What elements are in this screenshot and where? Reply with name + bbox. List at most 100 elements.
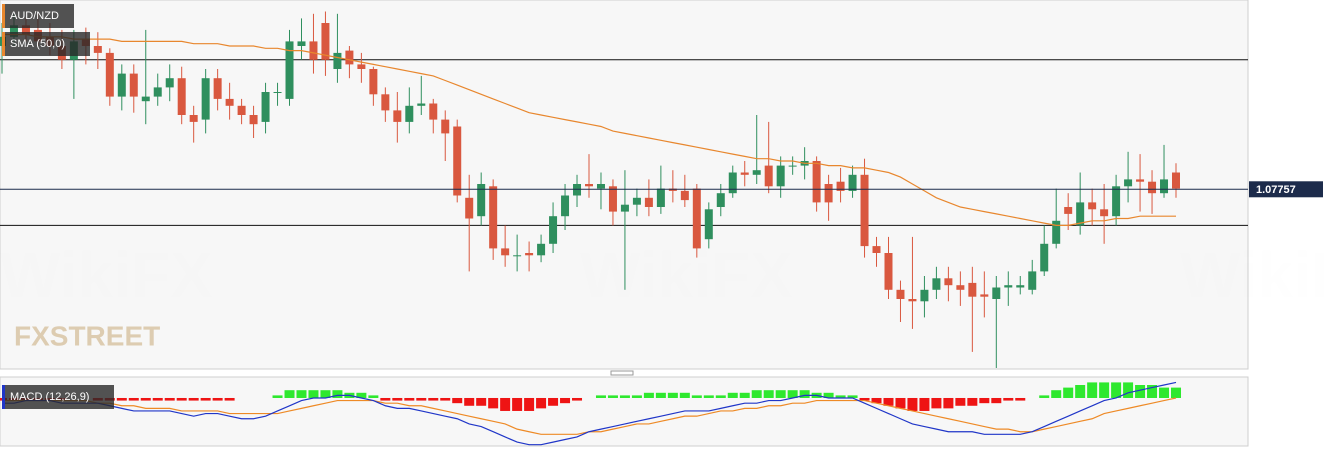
macd-histogram-bar [224,397,235,401]
candle-body [1040,243,1049,272]
candle-body [1172,172,1180,189]
macd-histogram-bar [1159,387,1170,398]
candle-body [9,25,18,37]
macd-histogram-bar [991,397,1002,404]
candle-body [644,197,653,207]
candle-body [1064,207,1073,214]
candle-body [525,253,534,256]
macd-histogram-bar [943,397,954,409]
candle-body [177,78,186,115]
macd-histogram-bar [739,392,750,398]
candle-body [417,103,426,106]
macd-histogram-bar [476,397,487,406]
candle-body [932,278,941,290]
candle-body [992,287,1001,299]
symbol-label: AUD/NZD [10,10,59,22]
macd-histogram-bar [703,395,714,398]
macd-histogram-bar [1015,397,1026,401]
candle-body [501,248,510,256]
macd-histogram-bar [1063,387,1074,398]
macd-histogram-bar [500,397,511,411]
panel-resize-handle[interactable] [610,370,634,376]
macd-histogram-bar [931,397,942,409]
candle-body [812,161,821,203]
macd-histogram-bar [907,397,918,411]
macd-histogram-bar [308,390,319,398]
candle-body [632,197,641,205]
macd-histogram-bar [955,397,966,406]
macd-histogram-bar [1075,385,1086,398]
symbol-label-box [2,4,74,28]
macd-histogram-bar [296,390,307,398]
macd-histogram-bar [152,397,163,401]
candle-body [261,92,270,122]
macd-histogram-bar [1087,382,1098,398]
macd-histogram-bar [727,392,738,398]
candle-body [1052,220,1061,244]
candle-body [1112,186,1121,217]
macd-histogram-bar [1039,395,1050,398]
candle-body [1160,179,1169,194]
candle-body [920,289,929,302]
macd-histogram-bar [847,395,858,398]
macd-histogram-bar [536,397,547,409]
candle-body [585,184,593,187]
macd-histogram-bar [284,390,295,398]
macd-histogram-bar [715,395,726,398]
sma-label: SMA (50,0) [10,38,65,50]
candle-body [105,52,114,97]
candle-body [1088,202,1097,210]
candle-body [896,289,905,299]
candle-body [596,184,605,189]
candle-body [1076,202,1085,226]
candle-body [908,299,917,302]
macd-histogram-bar [979,397,990,404]
candle-body [213,78,222,99]
candle-body [117,73,126,97]
sma-line [2,33,1176,226]
macd-histogram-bar [212,397,223,401]
macd-histogram-bar [200,397,211,401]
candle-body [1124,179,1133,187]
macd-line [2,381,1177,446]
macd-histogram-bar [140,397,151,401]
macd-histogram-bar [1099,382,1110,398]
macd-histogram-bar [751,390,762,398]
macd-histogram-bar [835,395,846,398]
candle-body [21,25,30,35]
macd-histogram-bar [1147,385,1158,398]
candle-body [297,41,306,46]
candle-body [489,186,498,249]
macd-histogram-bar [679,392,690,398]
candle-body [357,64,366,69]
macd-histogram-bar [128,397,139,401]
candle-body [381,94,390,111]
macd-histogram-bar [428,397,439,401]
candle-body [620,204,629,212]
candle-body [728,172,737,194]
macd-histogram-bar [631,395,642,398]
macd-histogram-bar [320,390,331,398]
macd-histogram-bar [416,397,427,401]
last-price-label: 1.07757 [1256,184,1296,196]
macd-histogram-bar [775,390,786,398]
macd-histogram-bar [116,397,127,401]
candle-body [465,197,474,219]
macd-histogram-bar [440,397,451,401]
candle-body [608,186,617,212]
sma-marker [2,32,5,56]
candle-body [369,69,378,95]
candle-body [441,119,450,134]
macd-histogram-bar [392,397,403,401]
candle-body [944,278,953,286]
candle-body [1016,285,1025,288]
candle-body [549,216,558,244]
candle-body [1148,181,1157,194]
macd-histogram-bar [1123,382,1134,398]
macd-histogram-bar [883,397,894,406]
macd-histogram-bar [763,390,774,398]
candle-body [1004,285,1013,288]
watermark: FXSTREET [14,320,160,351]
macd-histogram-bar [512,397,523,411]
